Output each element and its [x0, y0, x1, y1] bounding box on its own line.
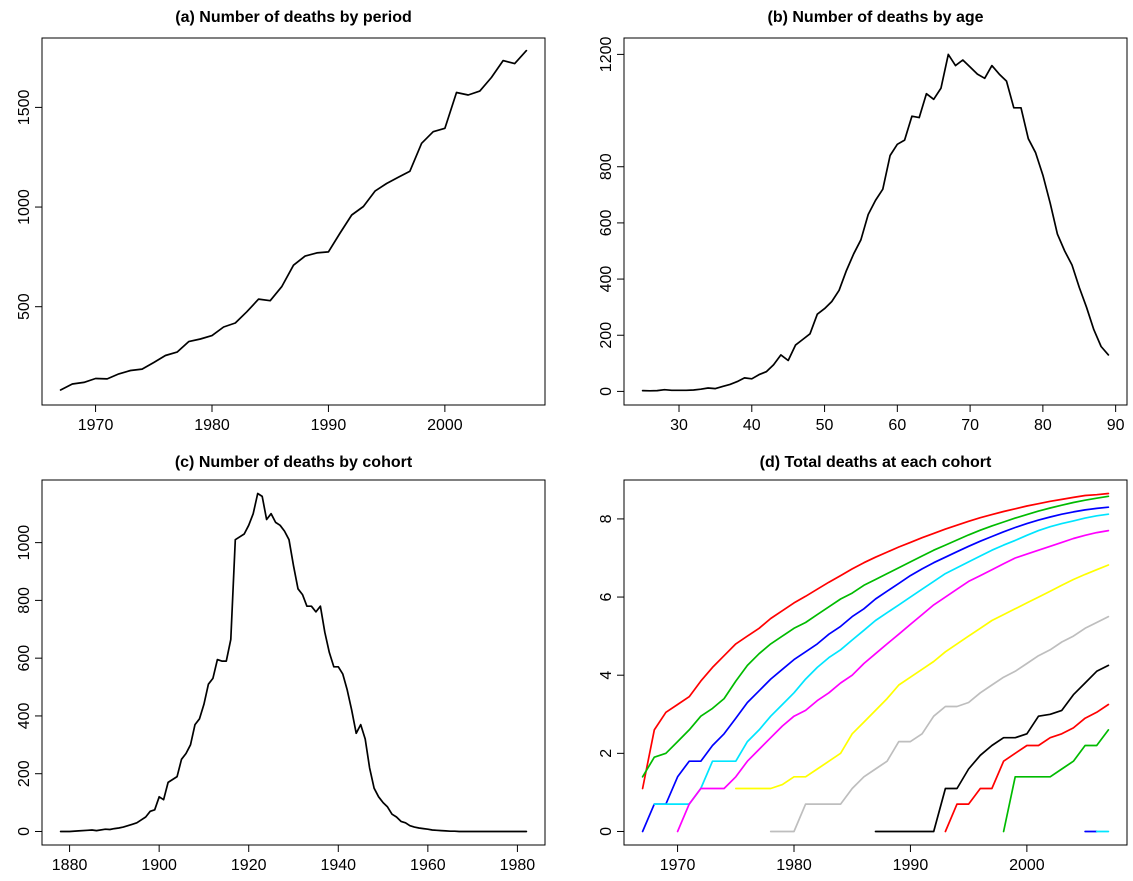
- panel-d-y-tick-label: 4: [598, 671, 615, 680]
- panel-d-series: [641, 492, 1110, 833]
- panel-a-frame: [41, 37, 546, 406]
- panel-c-y-tick-label: 0: [16, 827, 33, 836]
- panel-b-series: [641, 53, 1110, 392]
- panel-d-series-line-8: [874, 664, 1110, 833]
- panel-b-y-tick-label: 1200: [598, 37, 615, 73]
- panel-c-x-tick-label: 1940: [320, 857, 356, 874]
- panel-a-series: [59, 49, 528, 391]
- panel-d-y-tick-label: 2: [598, 749, 615, 758]
- panel-c-y-axis: 0 200 400 600 800 1000: [16, 525, 43, 836]
- panel-d-series-line-3: [641, 506, 1110, 833]
- panel-b-x-tick-label: 90: [1107, 417, 1125, 434]
- panel-b-y-tick-label: 600: [598, 209, 615, 236]
- panel-d-series-line-5: [676, 529, 1110, 833]
- panel-d-series-line-9: [944, 703, 1110, 833]
- panel-b-x-tick-label: 30: [670, 417, 688, 434]
- panel-d: (d) Total deaths at each cohort 1970 1980…: [598, 454, 1128, 874]
- panel-b-series-line-1: [641, 53, 1110, 392]
- panel-a-x-tick-label: 1990: [311, 417, 347, 434]
- panel-c-x-tick-label: 1960: [410, 857, 446, 874]
- panel-a-y-tick-label: 500: [16, 293, 33, 320]
- panel-a-x-tick-label: 1980: [194, 417, 230, 434]
- panel-b-y-tick-label: 0: [598, 387, 615, 396]
- panel-b-title: (b) Number of deaths by age: [767, 9, 983, 26]
- panel-c-y-tick-label: 600: [16, 645, 33, 672]
- panel-a-x-tick-label: 1970: [78, 417, 114, 434]
- panel-c-x-tick-label: 1920: [231, 857, 267, 874]
- panel-d-y-axis: 0 2 4 6 8: [598, 514, 625, 836]
- panel-d-series-line-4: [653, 513, 1110, 805]
- panel-d-series-line-10: [1002, 729, 1110, 833]
- panel-a-series-line-1: [59, 49, 528, 391]
- panel-b-x-tick-label: 80: [1034, 417, 1052, 434]
- panel-d-x-tick-label: 1970: [660, 857, 696, 874]
- panel-b-y-tick-label: 400: [598, 266, 615, 293]
- panel-b-y-axis: 0 200 400 600 800 1200: [598, 37, 625, 396]
- panel-d-y-tick-label: 6: [598, 593, 615, 602]
- panel-b: (b) Number of deaths by age 30 40 50 60 70 80…: [598, 9, 1128, 434]
- panel-b-x-tick-label: 40: [743, 417, 761, 434]
- panel-d-series-line-2: [641, 495, 1110, 778]
- panel-d-series-line-6: [734, 564, 1110, 790]
- panel-a-y-tick-label: 1500: [16, 89, 33, 125]
- panel-a: (a) Number of deaths by period 1970 1980 1…: [16, 9, 546, 434]
- panel-b-y-tick-label: 200: [598, 322, 615, 349]
- panel-d-y-tick-label: 8: [598, 514, 615, 523]
- panel-b-x-tick-label: 60: [888, 417, 906, 434]
- panel-c-x-tick-label: 1900: [141, 857, 177, 874]
- panel-c-y-tick-label: 800: [16, 587, 33, 614]
- panel-d-x-tick-label: 1980: [776, 857, 812, 874]
- panel-d-x-axis: 1970 1980 1990 2000: [660, 844, 1045, 874]
- panel-a-title: (a) Number of deaths by period: [175, 9, 411, 26]
- panel-c-title: (c) Number of deaths by cohort: [175, 454, 413, 471]
- panel-a-x-axis: 1970 1980 1990 2000: [78, 404, 463, 434]
- panel-a-x-tick-label: 2000: [427, 417, 463, 434]
- panel-d-series-line-7: [769, 615, 1110, 833]
- panel-c-x-tick-label: 1980: [500, 857, 536, 874]
- panel-c: (c) Number of deaths by cohort 1880 1900 1…: [16, 454, 546, 874]
- panel-b-x-tick-label: 50: [816, 417, 834, 434]
- panel-d-y-tick-label: 0: [598, 827, 615, 836]
- panel-b-frame: [623, 37, 1128, 406]
- panel-a-y-tick-label: 1000: [16, 189, 33, 225]
- panel-d-x-tick-label: 2000: [1009, 857, 1045, 874]
- panel-d-x-tick-label: 1990: [893, 857, 929, 874]
- panel-b-x-axis: 30 40 50 60 70 80 90: [670, 404, 1125, 434]
- panel-c-x-tick-label: 1880: [52, 857, 88, 874]
- panel-b-y-tick-label: 800: [598, 153, 615, 180]
- panel-c-frame: [41, 479, 546, 846]
- panel-b-x-tick-label: 70: [961, 417, 979, 434]
- panel-d-title: (d) Total deaths at each cohort: [760, 454, 992, 471]
- panel-d-series-line-1: [641, 492, 1110, 790]
- panel-c-series-line-1: [59, 492, 528, 833]
- panel-c-x-axis: 1880 1900 1920 1940 1960 1980: [52, 844, 536, 874]
- panel-c-series: [59, 492, 528, 833]
- panel-c-y-tick-label: 400: [16, 702, 33, 729]
- panel-c-y-tick-label: 1000: [16, 525, 33, 561]
- panel-a-y-axis: 500 1000 1500: [16, 89, 43, 320]
- panel-c-y-tick-label: 200: [16, 760, 33, 787]
